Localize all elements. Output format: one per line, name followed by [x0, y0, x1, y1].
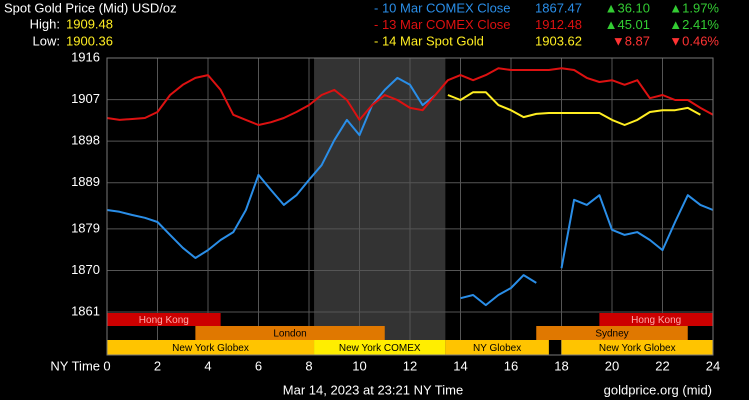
legend-change: ▲45.01 [605, 17, 650, 32]
series-line [106, 67, 714, 126]
chart-title: Spot Gold Price (Mid) USD/oz [4, 0, 177, 15]
low-value: 1900.36 [66, 33, 113, 48]
comex-shade [314, 58, 446, 355]
legend-change-pct: ▲1.97% [669, 0, 719, 15]
session-label: NY Globex [473, 343, 521, 354]
session-label: New York Globex [172, 343, 249, 354]
session-bar [599, 313, 713, 326]
x-tick-label: 18 [554, 358, 568, 373]
y-tick-label: 1879 [71, 220, 100, 235]
session-bar [536, 326, 688, 340]
x-tick-label: 20 [605, 358, 619, 373]
legend-entry: - 13 Mar COMEX Close [374, 17, 511, 32]
legend-change: ▼8.87 [612, 33, 650, 48]
y-tick-label: 1907 [71, 91, 100, 106]
y-tick-label: 1861 [71, 303, 100, 318]
y-tick-label: 1870 [71, 262, 100, 277]
x-axis-label: NY Time [50, 358, 100, 373]
session-label: New York COMEX [339, 343, 421, 354]
footer: Mar 14, 2023 at 23:21 NY Time [283, 382, 463, 397]
legend-close: 1903.62 [535, 33, 582, 48]
plot-frame [106, 57, 714, 356]
source: goldprice.org (mid) [604, 382, 712, 397]
session-label: London [273, 329, 306, 340]
series-line [106, 76, 714, 307]
session-label: Sydney [595, 329, 628, 340]
high-value: 1909.48 [66, 16, 113, 31]
x-tick-label: 0 [103, 358, 110, 373]
session-bar [561, 340, 713, 355]
high-label: High: [30, 16, 60, 31]
session-label: New York Globex [599, 343, 676, 354]
legend-close: 1912.48 [535, 17, 582, 32]
y-tick-label: 1889 [71, 174, 100, 189]
session-bar [107, 313, 221, 326]
session-bar [107, 340, 315, 355]
session-bar [445, 340, 549, 355]
legend-change-pct: ▼0.46% [669, 33, 719, 48]
legend-change: ▲36.10 [605, 0, 650, 15]
x-tick-label: 14 [453, 358, 467, 373]
x-tick-label: 8 [305, 358, 312, 373]
legend-entry: - 10 Mar COMEX Close [374, 0, 511, 15]
x-tick-label: 2 [154, 358, 161, 373]
legend-close: 1867.47 [535, 0, 582, 15]
session-label: Hong Kong [139, 315, 189, 326]
y-tick-label: 1916 [71, 49, 100, 64]
low-label: Low: [33, 33, 60, 48]
x-tick-label: 22 [655, 358, 669, 373]
x-tick-label: 24 [706, 358, 720, 373]
session-bar [195, 326, 385, 340]
y-tick-label: 1898 [71, 133, 100, 148]
x-tick-label: 4 [204, 358, 211, 373]
x-tick-label: 16 [504, 358, 518, 373]
legend-change-pct: ▲2.41% [669, 17, 719, 32]
session-bar [314, 340, 446, 355]
x-tick-label: 10 [352, 358, 366, 373]
session-label: Hong Kong [631, 315, 681, 326]
legend-entry: - 14 Mar Spot Gold [374, 33, 484, 48]
x-tick-label: 12 [403, 358, 417, 373]
x-tick-label: 6 [255, 358, 262, 373]
series-line [447, 91, 701, 126]
